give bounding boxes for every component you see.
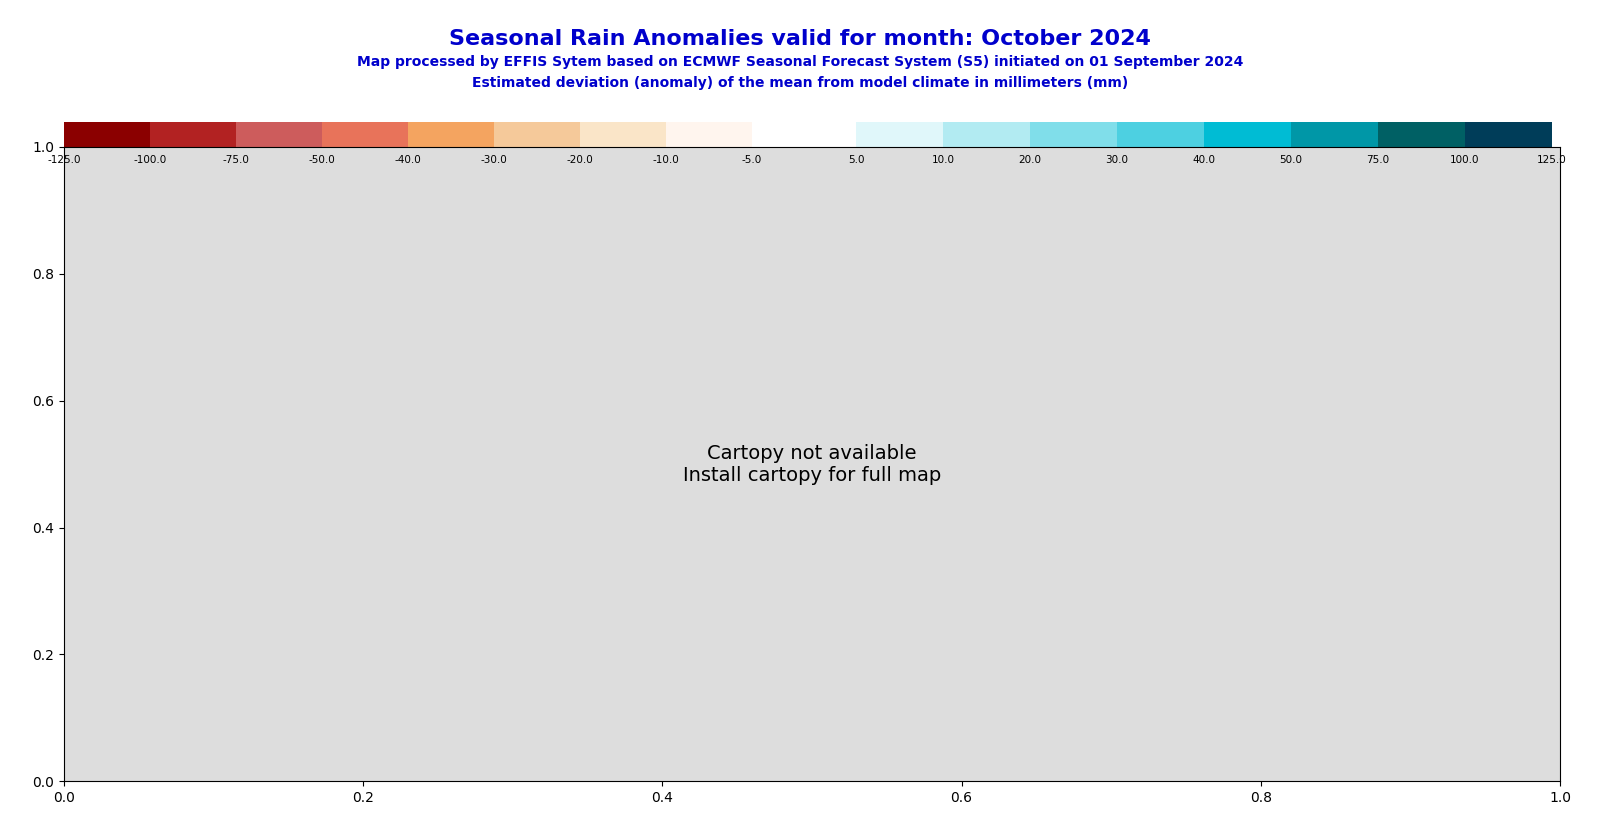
Text: -75.0: -75.0 [222, 155, 250, 165]
Text: -50.0: -50.0 [309, 155, 336, 165]
Text: 30.0: 30.0 [1106, 155, 1128, 165]
Text: -40.0: -40.0 [395, 155, 421, 165]
Text: 50.0: 50.0 [1280, 155, 1302, 165]
Text: 75.0: 75.0 [1366, 155, 1389, 165]
Text: Estimated deviation (anomaly) of the mean from model climate in millimeters (mm): Estimated deviation (anomaly) of the mea… [472, 76, 1128, 90]
Text: 100.0: 100.0 [1450, 155, 1480, 165]
Text: -30.0: -30.0 [480, 155, 507, 165]
Text: -100.0: -100.0 [133, 155, 166, 165]
Text: 125.0: 125.0 [1538, 155, 1566, 165]
Text: 5.0: 5.0 [848, 155, 864, 165]
Text: -20.0: -20.0 [566, 155, 594, 165]
Text: -125.0: -125.0 [48, 155, 80, 165]
Text: 20.0: 20.0 [1019, 155, 1042, 165]
Text: Seasonal Rain Anomalies valid for month: October 2024: Seasonal Rain Anomalies valid for month:… [450, 29, 1150, 50]
Text: Cartopy not available
Install cartopy for full map: Cartopy not available Install cartopy fo… [683, 444, 941, 485]
Text: -10.0: -10.0 [653, 155, 680, 165]
Text: -5.0: -5.0 [742, 155, 762, 165]
Text: 10.0: 10.0 [931, 155, 955, 165]
Text: 40.0: 40.0 [1192, 155, 1216, 165]
Text: Map processed by EFFIS Sytem based on ECMWF Seasonal Forecast System (S5) initia: Map processed by EFFIS Sytem based on EC… [357, 55, 1243, 69]
